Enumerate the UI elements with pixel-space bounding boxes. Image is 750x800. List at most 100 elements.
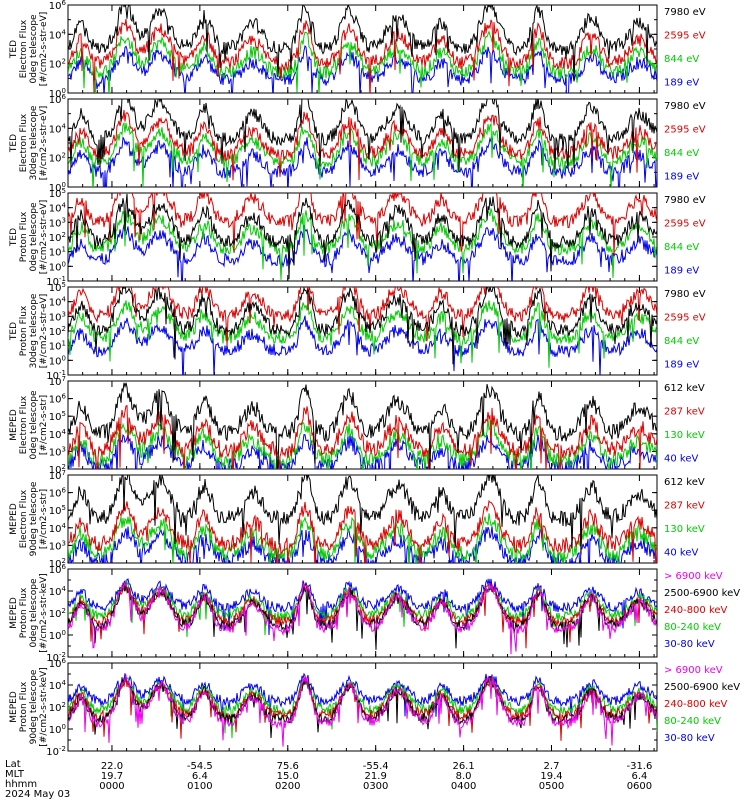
mlt-row-label: MLT [5, 769, 24, 780]
lat-value: -54.5 [187, 761, 213, 772]
y-tick-label: 104 [49, 296, 67, 309]
legend-entry: > 6900 keV [664, 665, 723, 676]
series-trace [68, 382, 657, 469]
legend-entry: 189 eV [664, 78, 699, 89]
mlt-value: 21.9 [365, 771, 387, 782]
legend-entry: 240-800 keV [664, 605, 728, 616]
series-trace [68, 581, 657, 638]
series-trace [68, 526, 657, 563]
series-trace [68, 675, 657, 739]
series-trace [68, 208, 657, 280]
hhmm-row-label: hhmm [5, 779, 38, 790]
series-trace [68, 193, 657, 257]
series-trace [68, 475, 657, 555]
legend-entry: 7980 eV [664, 101, 706, 112]
legend-entry: 7980 eV [664, 289, 706, 300]
y-axis-label: TEDProton Flux0deg telescope[#/cm2-s-str… [9, 200, 49, 275]
y-tick-label: 105 [49, 504, 66, 517]
series-trace [68, 673, 657, 747]
y-axis-label: MEPEDElectron Flux0deg telescope[#/cm2-s… [9, 390, 49, 460]
y-axis-label: TEDElectron Flux0deg telescope[#/cm2-s-s… [9, 12, 49, 87]
legend-entry: 7980 eV [664, 195, 706, 206]
y-tick-label: 104 [49, 585, 67, 598]
y-tick-label: 102 [49, 58, 66, 71]
series-trace [68, 672, 657, 725]
y-tick-label: 103 [49, 445, 66, 458]
date-label: 2024 May 03 [5, 789, 71, 800]
legend-entry: 30-80 keV [664, 733, 715, 744]
lat-value: -55.4 [363, 761, 389, 772]
y-tick-label: 101 [49, 246, 66, 259]
y-tick-label: 105 [49, 187, 66, 200]
y-tick-label: 103 [49, 310, 66, 323]
y-tick-label: 10-2 [46, 651, 66, 664]
y-tick-label: 106 [49, 0, 67, 12]
legend-entry: 844 eV [664, 242, 699, 253]
series-trace [68, 405, 657, 469]
legend-entry: 844 eV [664, 148, 699, 159]
y-tick-label: 100 [49, 181, 66, 194]
hhmm-value: 0500 [539, 781, 564, 792]
lat-value: 2.7 [544, 761, 560, 772]
y-tick-label: 106 [49, 93, 67, 106]
y-axis-label: MEPEDProton Flux0deg telescope[#/cm2-s-s… [9, 573, 49, 652]
legend-entry: 189 eV [664, 172, 699, 183]
mlt-value: 19.4 [540, 771, 562, 782]
y-tick-label: 105 [49, 410, 66, 423]
y-tick-label: 103 [49, 539, 66, 552]
y-tick-label: 106 [49, 657, 67, 670]
y-tick-label: 103 [49, 216, 66, 229]
hhmm-value: 0400 [451, 781, 476, 792]
series-trace [68, 578, 657, 636]
hhmm-value: 0300 [363, 781, 388, 792]
series-trace [68, 224, 657, 281]
y-axis-label: TEDProton Flux30deg telescope[#/cm2-s-st… [9, 293, 49, 368]
y-tick-label: 107 [49, 375, 66, 388]
y-tick-label: 10-2 [46, 745, 66, 758]
panel-frame [67, 568, 658, 658]
series-trace [68, 287, 657, 365]
legend-entry: 612 keV [664, 383, 705, 394]
series-trace [68, 315, 657, 375]
legend-entry: 844 eV [664, 336, 699, 347]
legend-entry: 2500-6900 keV [664, 588, 740, 599]
legend-entry: 612 keV [664, 477, 705, 488]
mlt-value: 15.0 [277, 771, 299, 782]
y-tick-label: 100 [49, 723, 66, 736]
y-tick-label: 104 [49, 428, 67, 441]
legend-entry: 80-240 keV [664, 716, 721, 727]
y-tick-label: 104 [49, 122, 67, 135]
series-trace [68, 109, 657, 181]
y-tick-label: 102 [49, 152, 66, 165]
y-tick-label: 106 [49, 487, 67, 500]
y-tick-label: 106 [49, 393, 67, 406]
legend-entry: 7980 eV [664, 7, 706, 18]
y-tick-label: 102 [49, 607, 66, 620]
y-axis-label: MEPEDProton Flux90deg telescope[#/cm2-s-… [9, 667, 49, 746]
y-tick-label: 102 [49, 557, 66, 570]
y-tick-label: 100 [49, 260, 66, 273]
series-trace [68, 193, 657, 280]
y-tick-label: 10-1 [46, 369, 66, 382]
mlt-value: 19.7 [101, 771, 123, 782]
lat-row-label: Lat [5, 759, 21, 770]
y-tick-label: 100 [49, 87, 66, 100]
legend-entry: 287 keV [664, 501, 705, 512]
y-tick-label: 106 [49, 563, 67, 576]
lat-value: 26.1 [452, 761, 474, 772]
legend-entry: > 6900 keV [664, 571, 723, 582]
mlt-value: 6.4 [631, 771, 647, 782]
legend-entry: 30-80 keV [664, 639, 715, 650]
y-tick-label: 105 [49, 281, 66, 294]
lat-value: 75.6 [277, 761, 299, 772]
y-tick-label: 102 [49, 325, 66, 338]
y-axis-label: TEDElectron Flux30deg telescope[#/cm2-s-… [9, 105, 49, 180]
y-tick-label: 102 [49, 463, 66, 476]
legend-entry: 2595 eV [664, 313, 706, 324]
